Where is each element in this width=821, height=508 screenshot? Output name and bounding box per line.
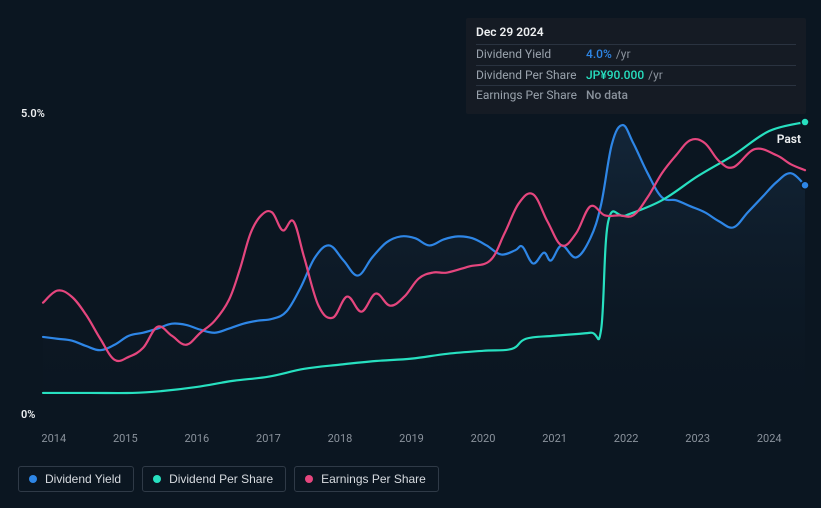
tooltip-value-unit: /yr [648, 68, 663, 82]
tooltip-value-unit: /yr [616, 47, 631, 61]
tooltip-row: Earnings Per Share No data [476, 85, 796, 105]
legend-dot [29, 475, 37, 483]
tooltip-row-value: 4.0% /yr [586, 46, 631, 63]
tooltip-row: Dividend Yield 4.0% /yr [476, 44, 796, 64]
tooltip-row-value: No data [586, 87, 632, 104]
x-tick: 2023 [685, 432, 710, 445]
x-tick: 2024 [757, 432, 782, 445]
legend-label: Dividend Per Share [169, 472, 273, 486]
x-tick: 2019 [399, 432, 424, 445]
tooltip: Dec 29 2024 Dividend Yield 4.0% /yr Divid… [466, 18, 806, 114]
legend-item-dividend-yield[interactable]: Dividend Yield [18, 466, 134, 492]
legend-label: Earnings Per Share [321, 472, 426, 486]
svg-text:0%: 0% [21, 408, 35, 421]
legend-label: Dividend Yield [45, 472, 121, 486]
x-tick: 2014 [41, 432, 66, 445]
x-tick: 2020 [471, 432, 496, 445]
tooltip-row-label: Earnings Per Share [476, 87, 586, 104]
legend-dot [305, 475, 313, 483]
x-tick: 2021 [542, 432, 567, 445]
tooltip-value-text: 4.0% [586, 47, 612, 61]
x-tick: 2018 [328, 432, 353, 445]
legend: Dividend Yield Dividend Per Share Earnin… [18, 466, 439, 492]
tooltip-row: Dividend Per Share JP¥90.000/yr [476, 65, 796, 85]
chart-area: 0% 5.0% Past Dec 29 2024 Dividend Yield 4… [0, 0, 821, 460]
legend-item-earnings-per-share[interactable]: Earnings Per Share [294, 466, 439, 492]
x-axis: 2014 2015 2016 2017 2018 2019 2020 2021 2022 2023… [0, 432, 821, 450]
tooltip-row-label: Dividend Per Share [476, 67, 586, 84]
x-tick: 2016 [184, 432, 209, 445]
x-tick: 2017 [256, 432, 281, 445]
tooltip-value-text: No data [586, 88, 628, 102]
svg-text:5.0%: 5.0% [21, 107, 45, 120]
legend-dot [153, 475, 161, 483]
x-tick: 2015 [113, 432, 138, 445]
tooltip-value-text: JP¥90.000 [586, 68, 644, 82]
legend-item-dividend-per-share[interactable]: Dividend Per Share [142, 466, 286, 492]
tooltip-row-label: Dividend Yield [476, 46, 586, 63]
x-tick: 2022 [614, 432, 639, 445]
past-label: Past [777, 132, 801, 146]
tooltip-date: Dec 29 2024 [476, 24, 796, 44]
tooltip-row-value: JP¥90.000/yr [586, 67, 663, 84]
